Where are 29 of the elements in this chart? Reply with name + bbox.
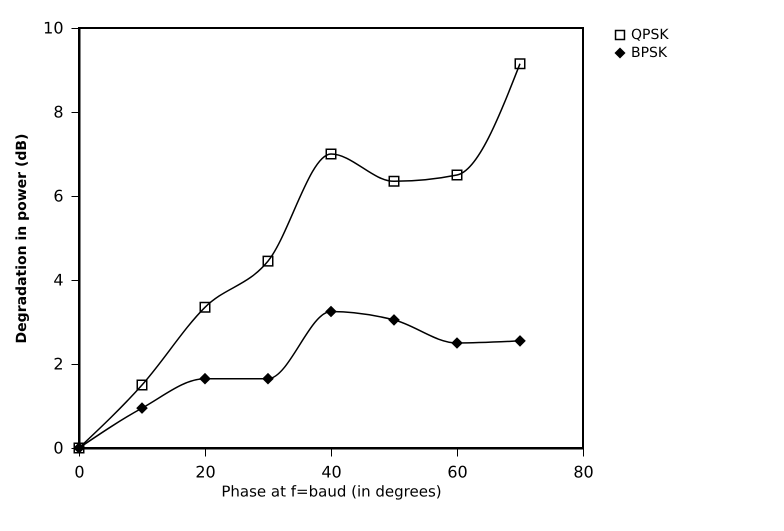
point (262, 373, 274, 384)
legend-label: BPSK (631, 45, 668, 61)
x-tick-label: 80 (573, 462, 594, 482)
point (326, 306, 336, 317)
x-tick-label: 0 (74, 462, 85, 482)
point (136, 380, 148, 390)
y-tick-label: 4 (53, 270, 64, 290)
y-tick-label: 8 (53, 102, 64, 122)
point (388, 176, 400, 187)
point (452, 170, 462, 180)
y-axis-title: Degradation in power (dB) (14, 134, 30, 344)
point (452, 338, 462, 348)
point (200, 302, 210, 313)
point (262, 256, 274, 267)
point (136, 402, 148, 414)
point (388, 314, 400, 326)
x-tick-label: 40 (321, 462, 342, 482)
x-tick-label: 60 (447, 462, 468, 482)
x-tick-label: 20 (195, 462, 216, 482)
y-tick-label: 10 (43, 18, 64, 38)
y-tick-label: 2 (53, 354, 64, 374)
legend-label: QPSK (631, 27, 670, 43)
x-axis-title: Phase at f=baud (in degrees) (221, 482, 442, 500)
point (200, 373, 210, 384)
y-tick-label: 6 (53, 186, 64, 206)
point (326, 148, 336, 160)
point (514, 335, 526, 346)
point (514, 58, 526, 70)
y-tick-label: 0 (53, 438, 64, 458)
